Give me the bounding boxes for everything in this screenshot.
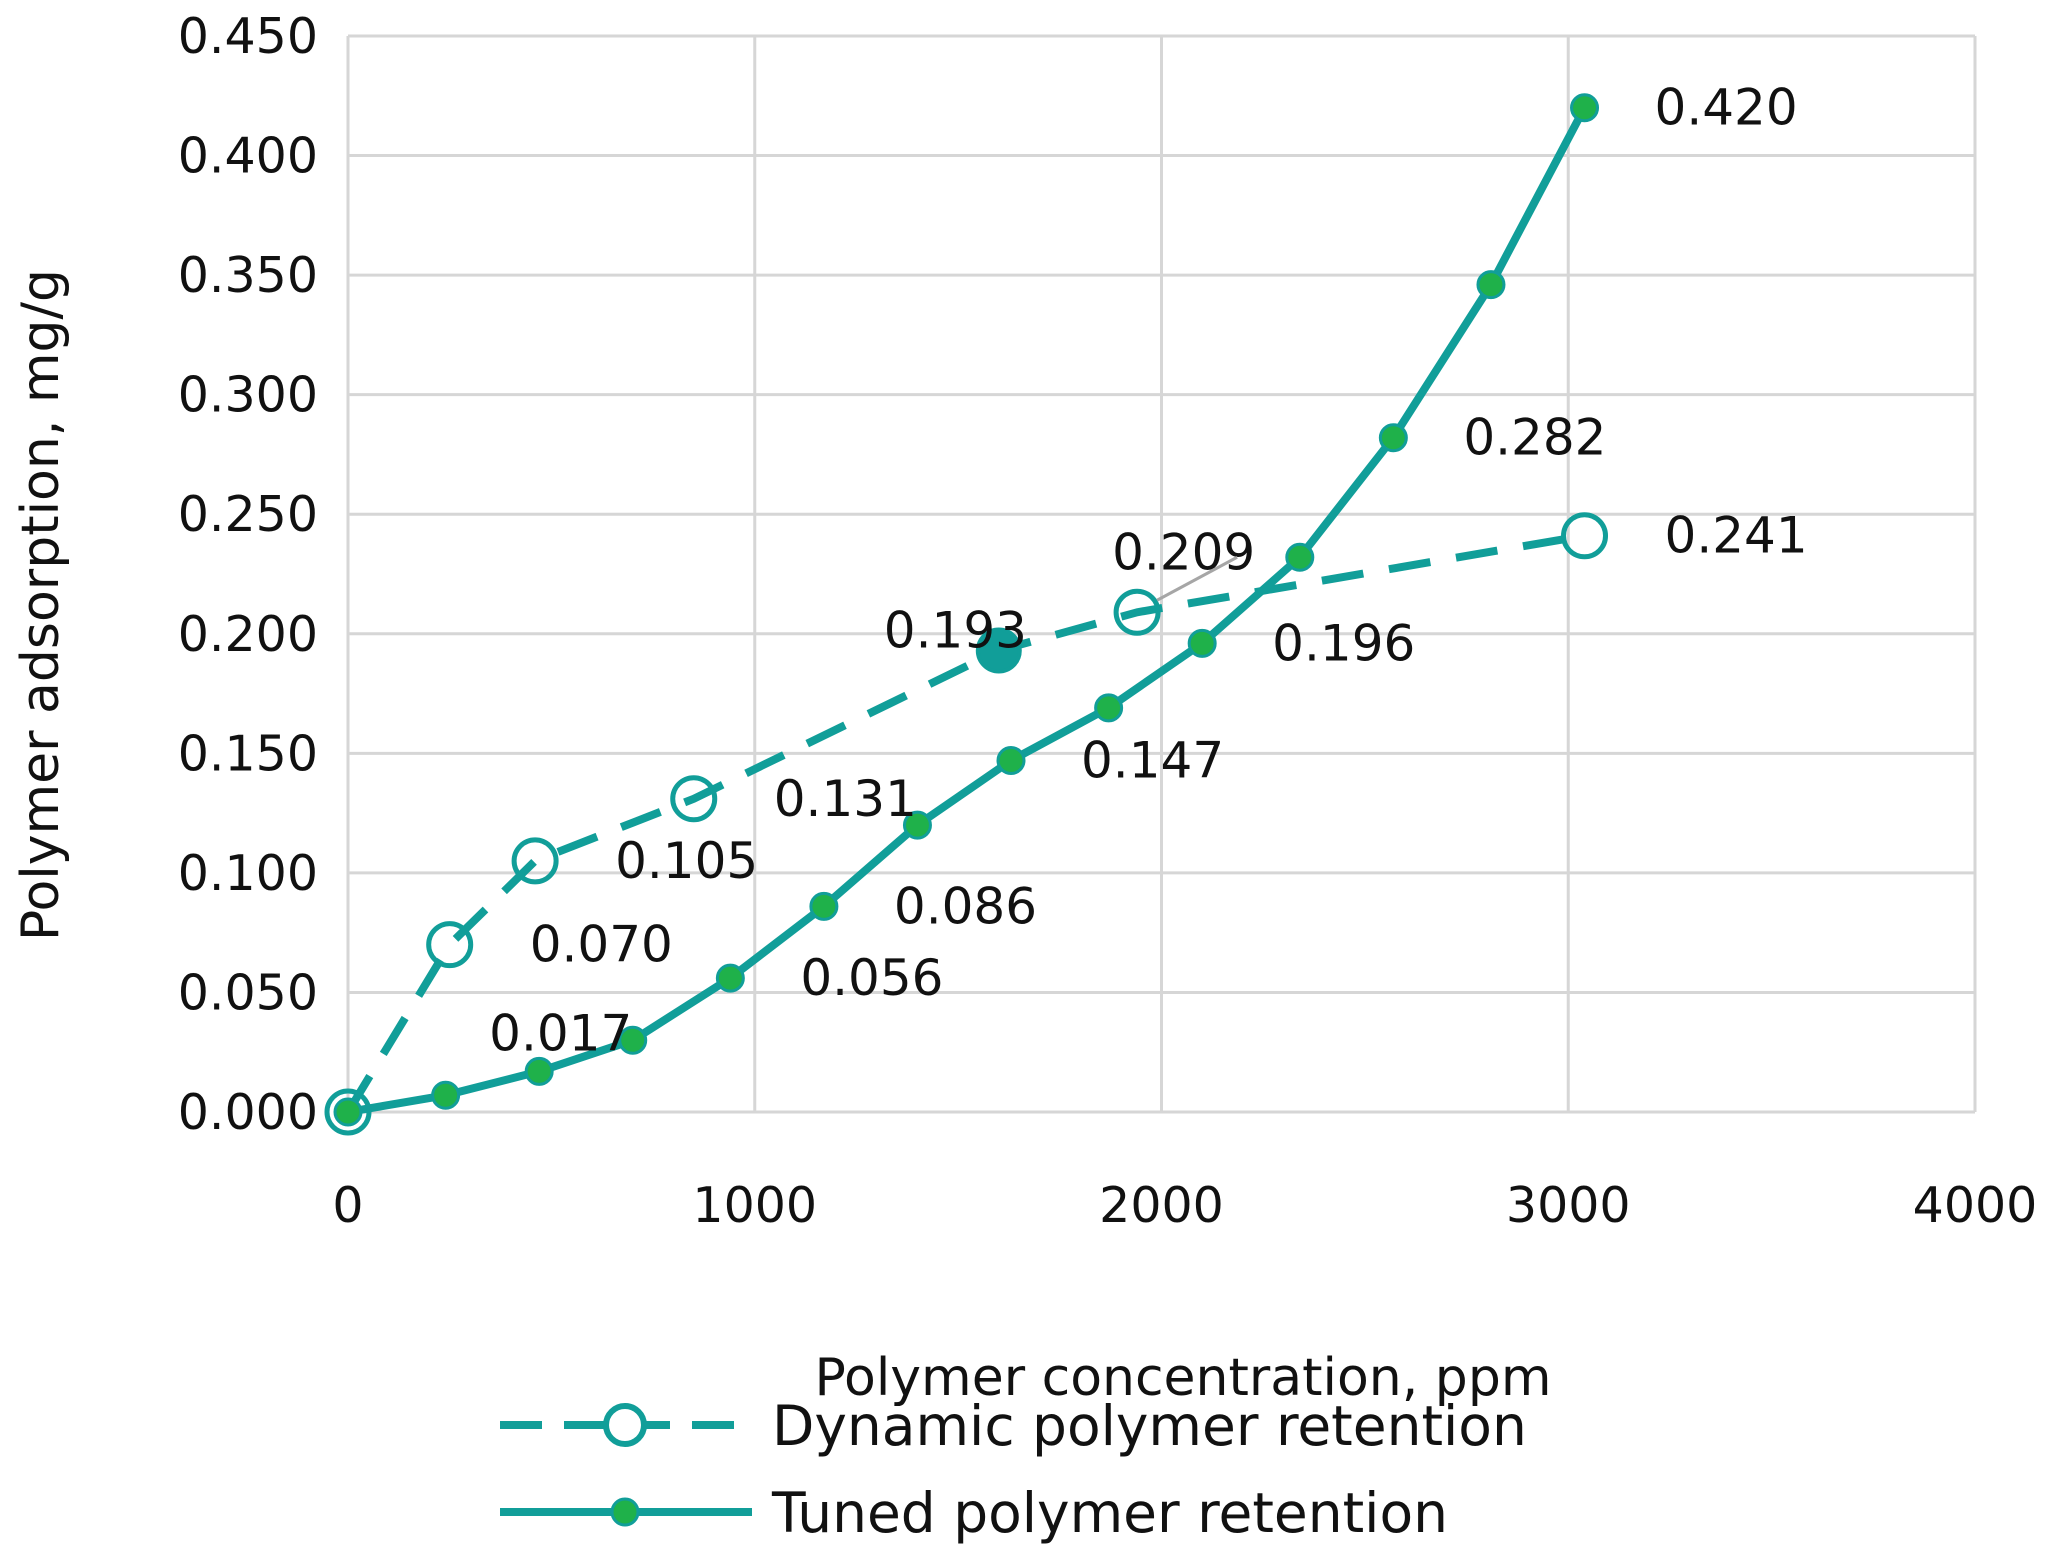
y-tick-label: 0.400	[178, 128, 318, 185]
data-label: 0.070	[530, 916, 673, 974]
tuned-point	[1187, 628, 1217, 658]
grid	[346, 34, 1977, 1114]
x-tick-label: 3000	[1506, 1177, 1631, 1234]
legend-tuned-label: Tuned polymer retention	[771, 1481, 1448, 1545]
dynamic-point	[324, 1088, 372, 1136]
legend-tuned-marker	[610, 1497, 640, 1527]
x-tick-label: 4000	[1913, 1177, 2038, 1234]
y-tick-label: 0.150	[178, 725, 318, 782]
x-tick-label: 2000	[1099, 1177, 1224, 1234]
axis-ticks: 0.000 0.050 0.100 0.150 0.200 0.250 0.300 0.350…	[178, 8, 2038, 1234]
series-markers	[324, 93, 1609, 1136]
data-label: 0.420	[1655, 79, 1798, 137]
x-tick-label: 0	[332, 1177, 363, 1234]
data-label: 0.131	[774, 770, 917, 828]
tuned-point	[1570, 93, 1600, 123]
tuned-point	[902, 810, 932, 840]
series-line-0	[344, 531, 1586, 1115]
data-label: 0.282	[1463, 409, 1606, 467]
y-tick-label: 0.000	[178, 1084, 318, 1141]
data-label: 0.086	[894, 877, 1037, 935]
tuned-point	[996, 746, 1026, 776]
y-tick-label: 0.100	[178, 845, 318, 902]
x-tick-label: 1000	[692, 1177, 817, 1234]
y-tick-label: 0.200	[178, 606, 318, 663]
data-label: 0.056	[800, 949, 943, 1007]
legend-dynamic-marker	[603, 1403, 647, 1447]
tuned-point	[618, 1025, 648, 1055]
data-label: 0.193	[884, 602, 1027, 660]
y-tick-label: 0.450	[178, 8, 318, 65]
dynamic-point	[1113, 588, 1161, 636]
tuned-point	[524, 1056, 554, 1086]
tuned-point	[1285, 542, 1315, 572]
data-labels: 0.070 0.105 0.131 0.193 0.209 0.241 0.017 0.056…	[489, 79, 1807, 1063]
data-label: 0.209	[1112, 523, 1255, 581]
series-line-1	[347, 105, 1589, 1116]
data-label: 0.105	[615, 832, 758, 890]
dynamic-point	[511, 837, 559, 885]
dynamic-point	[426, 921, 474, 969]
data-label: 0.196	[1272, 614, 1415, 672]
data-label: 0.017	[489, 1004, 632, 1062]
data-label: 0.147	[1081, 732, 1224, 790]
label-leader-line	[1156, 555, 1238, 602]
series-lines	[344, 105, 1589, 1116]
tuned-point	[1094, 693, 1124, 723]
y-tick-label: 0.050	[178, 964, 318, 1021]
dynamic-point	[975, 627, 1022, 674]
tuned-point	[715, 963, 745, 993]
tuned-point	[809, 891, 839, 921]
tuned-point	[1378, 423, 1408, 453]
legend: Dynamic polymer retention Tuned polymer …	[500, 1394, 1527, 1545]
tuned-point	[431, 1080, 461, 1110]
y-tick-label: 0.300	[178, 367, 318, 424]
legend-dynamic-label: Dynamic polymer retention	[772, 1394, 1527, 1458]
tuned-point	[1476, 270, 1506, 300]
y-tick-label: 0.350	[178, 247, 318, 304]
x-axis-title: Polymer concentration, ppm	[815, 1348, 1552, 1408]
tuned-point	[333, 1097, 363, 1127]
dynamic-point	[670, 775, 718, 823]
y-tick-label: 0.250	[178, 486, 318, 543]
dynamic-point	[1561, 512, 1609, 560]
y-axis-title: Polymer adsorption, mg/g	[11, 269, 71, 941]
data-label: 0.241	[1665, 507, 1808, 565]
